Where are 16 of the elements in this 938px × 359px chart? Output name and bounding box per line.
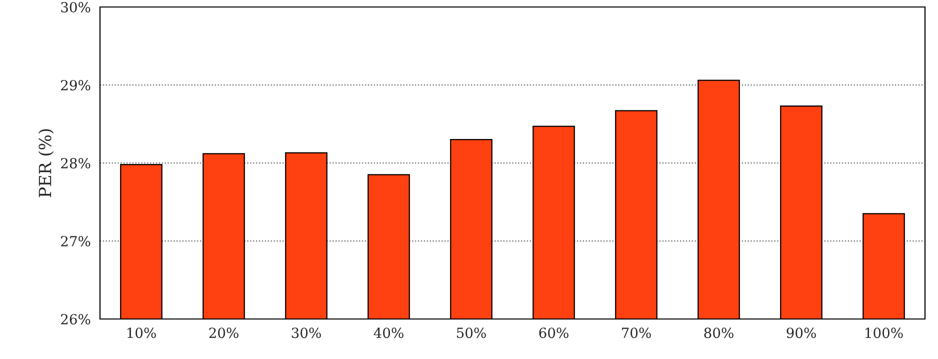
x-tick-label: 40% — [374, 328, 404, 338]
y-tick-label: 26% — [61, 314, 90, 324]
x-tick-label: 80% — [704, 328, 734, 338]
x-tick-label: 100% — [866, 328, 903, 338]
y-tick-label: 30% — [61, 2, 90, 12]
y-tick-label: 27% — [61, 236, 90, 246]
y-axis-title: PER (%) — [38, 129, 54, 198]
x-tick-label: 90% — [786, 328, 816, 338]
x-tick-label: 50% — [456, 328, 486, 338]
y-tick-label: 29% — [61, 80, 90, 90]
x-tick-label: 30% — [292, 328, 321, 338]
x-tick-label: 70% — [622, 328, 651, 338]
x-tick-label: 60% — [539, 328, 568, 338]
x-tick-label: 20% — [209, 328, 238, 338]
x-tick-label: 10% — [128, 328, 156, 338]
y-tick-label: 28% — [61, 158, 90, 168]
